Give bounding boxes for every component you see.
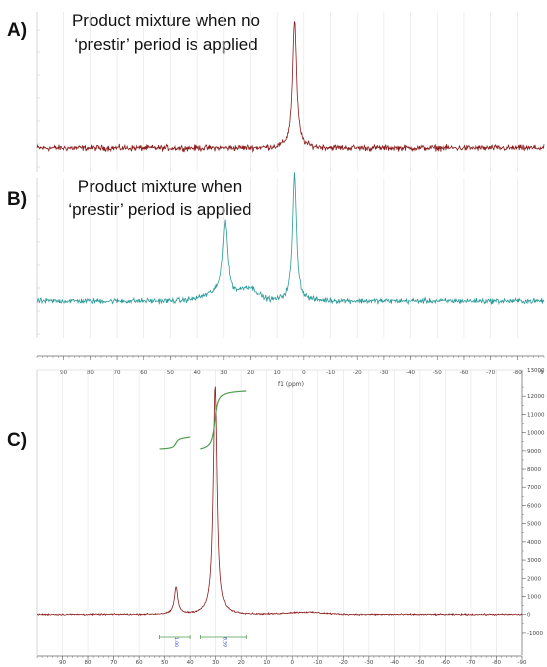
x-tick-label: -50 [415, 660, 424, 666]
integral-curve [200, 390, 247, 450]
y-tick-label: 3000 [527, 558, 541, 564]
panel-b-caption-line1: Product mixture when [78, 177, 242, 196]
x-tick-label: -30 [364, 660, 373, 666]
y-tick-label: 5000 [527, 522, 541, 528]
x-tick-label: -80 [492, 660, 501, 666]
x-tick-label: 40 [194, 370, 201, 376]
x-tick-label: 70 [110, 660, 117, 666]
x-tick-label: 90 [59, 660, 66, 666]
y-tick-label: 2000 [527, 576, 541, 582]
y-tick-label: 8000 [527, 467, 541, 473]
x-tick-label: -9 [538, 370, 544, 376]
x-tick-label: 40 [187, 660, 194, 666]
panel-c-spectrum [36, 386, 523, 617]
y-tick-label: 4000 [527, 540, 541, 546]
x-tick-label: 70 [114, 370, 121, 376]
y-tick-label: -1000 [527, 631, 543, 637]
y-tick-label: 0 [527, 613, 531, 619]
spectrum-series-0 [36, 172, 545, 306]
x-tick-label: 60 [136, 660, 143, 666]
panel-a-caption-line2: ‘prestir’ period is applied [74, 35, 257, 54]
panel-c-y-axis: 1300012000110001000090008000700060005000… [521, 368, 545, 655]
panel-b-caption-line2: ‘prestir’ period is applied [68, 200, 251, 219]
panel-c-integrals: 1.00 8.59 [159, 390, 247, 647]
spectrum-series-0 [36, 21, 545, 153]
y-tick-label: 1000 [527, 594, 541, 600]
panel-b-letter: B) [7, 189, 27, 210]
y-tick-label: 9000 [527, 449, 541, 455]
x-tick-label: -20 [339, 660, 348, 666]
y-tick-label: 6000 [527, 503, 541, 509]
panel-c-letter: C) [7, 430, 27, 451]
y-tick-label: 12000 [527, 394, 545, 400]
panel-c-grid [36, 369, 523, 655]
x-tick-label: -10 [326, 370, 335, 376]
panel-c-x-axis: 90 80 70 60 50 40 30 20 10 0 -10 -20 -30 -40 -50 -60 -70… [36, 655, 527, 666]
x-tick-label: 30 [212, 660, 219, 666]
panel-a-spectrum [36, 21, 545, 153]
y-tick-label: 11000 [527, 412, 545, 418]
panel-a: A) Product mixture when no ‘prestir’ per… [7, 11, 545, 172]
panel-b-x-axis-title: f1 (ppm) [278, 381, 304, 388]
x-tick-label: -30 [379, 370, 388, 376]
x-tick-label: -60 [441, 660, 450, 666]
x-tick-label: -90 [518, 660, 527, 666]
panel-b-x-axis: 90 80 70 60 50 40 30 20 10 0 -10 -20 -30 -40 -50 -60 -70… [36, 355, 544, 376]
x-tick-label: 0 [291, 660, 295, 666]
integral-curve [159, 436, 191, 450]
x-tick-label: 90 [60, 370, 67, 376]
x-tick-label: 10 [274, 370, 281, 376]
x-tick-label: 60 [140, 370, 147, 376]
y-tick-label: 13000 [527, 368, 545, 374]
spectrum-series-0 [36, 386, 523, 617]
x-tick-label: 30 [220, 370, 227, 376]
panel-c: C) 1.00 8.59 90 80 70 60 50 40 30 20 10 0 -10 -20 -30… [7, 368, 545, 666]
x-tick-label: 20 [247, 370, 254, 376]
x-tick-label: 80 [87, 370, 94, 376]
panel-b-grid [36, 178, 518, 338]
x-tick-label: 10 [263, 660, 270, 666]
x-tick-label: -20 [353, 370, 362, 376]
y-tick-label: 7000 [527, 485, 541, 491]
x-tick-label: -50 [433, 370, 442, 376]
y-tick-label: 10000 [527, 431, 545, 437]
x-tick-label: -60 [459, 370, 468, 376]
x-tick-label: -70 [466, 660, 475, 666]
x-tick-label: -10 [313, 660, 322, 666]
x-tick-label: 0 [302, 370, 306, 376]
x-tick-label: -40 [390, 660, 399, 666]
integral-value-label: 8.59 [221, 637, 227, 647]
integral-value-label: 1.00 [173, 637, 179, 647]
panel-a-caption-line1: Product mixture when no [72, 11, 260, 30]
panel-a-grid [36, 12, 518, 172]
panel-b-spectrum [36, 172, 545, 306]
x-tick-label: 20 [238, 660, 245, 666]
panel-a-letter: A) [7, 20, 27, 41]
x-tick-label: 50 [161, 660, 168, 666]
x-tick-label: -40 [406, 370, 415, 376]
x-tick-label: 80 [85, 660, 92, 666]
x-tick-label: 50 [167, 370, 174, 376]
panel-b: B) Product mixture when ‘prestir’ period… [7, 172, 545, 388]
x-tick-label: -70 [486, 370, 495, 376]
x-tick-label: -80 [513, 370, 522, 376]
